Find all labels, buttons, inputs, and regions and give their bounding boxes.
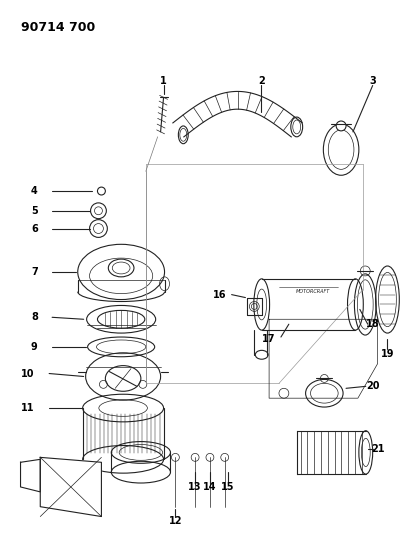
Text: 90714 700: 90714 700 (20, 21, 95, 35)
Text: 16: 16 (213, 289, 226, 300)
Text: 21: 21 (371, 445, 384, 455)
Text: 17: 17 (262, 334, 276, 344)
Polygon shape (40, 457, 102, 516)
Text: 18: 18 (366, 319, 379, 329)
Text: 11: 11 (21, 403, 34, 413)
Text: 5: 5 (31, 206, 38, 216)
Text: 12: 12 (169, 516, 182, 527)
Text: 9: 9 (31, 342, 38, 352)
Circle shape (336, 121, 346, 131)
Text: 1: 1 (160, 76, 167, 86)
Polygon shape (20, 459, 40, 492)
Text: 20: 20 (366, 381, 379, 391)
Text: 13: 13 (188, 482, 202, 492)
Text: 19: 19 (381, 349, 394, 359)
Text: 3: 3 (369, 76, 376, 86)
Text: 15: 15 (221, 482, 235, 492)
Text: 8: 8 (31, 312, 38, 322)
Text: 6: 6 (31, 223, 38, 233)
Text: 2: 2 (258, 76, 264, 86)
Text: 14: 14 (203, 482, 217, 492)
Text: 7: 7 (31, 267, 38, 277)
Text: 4: 4 (31, 186, 38, 196)
Text: 10: 10 (21, 368, 34, 378)
Text: MOTORCRAFT: MOTORCRAFT (296, 289, 330, 294)
